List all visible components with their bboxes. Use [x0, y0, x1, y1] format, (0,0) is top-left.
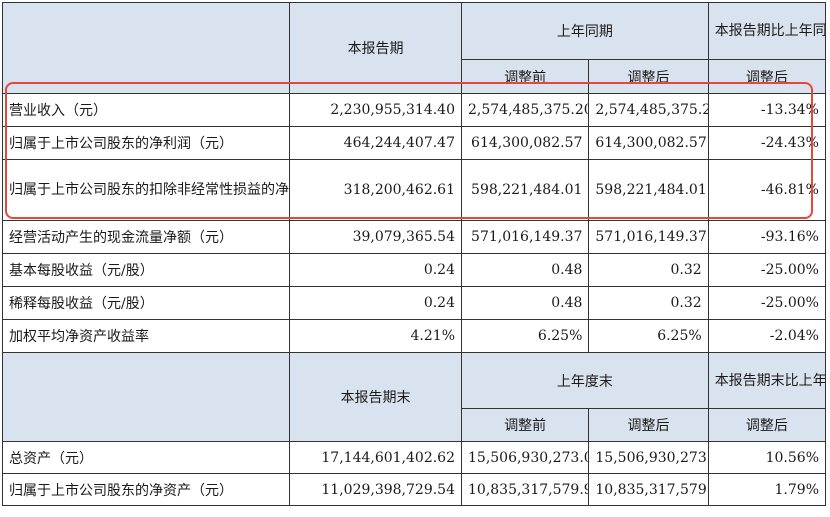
value-change: -46.81% — [707, 159, 827, 221]
row-label: 基本每股收益（元/股） — [1, 253, 291, 287]
header-after-adjust: 调整后 — [588, 59, 709, 94]
header-current-period: 本报告期 — [289, 2, 462, 94]
value-after: 614,300,082.57 — [588, 126, 709, 160]
header-change-sub: 调整后 — [707, 408, 827, 442]
value-current: 318,200,462.61 — [289, 159, 462, 221]
table-row: 归属于上市公司股东的净资产（元） 11,029,398,729.54 10,83… — [1, 473, 827, 506]
value-change: 1.79% — [707, 473, 827, 506]
header-subrow: 调整前 调整后 调整后 — [3, 59, 827, 94]
value-current: 0.24 — [289, 253, 462, 287]
row-label: 归属于上市公司股东的扣除非经常性损益的净利润（元） — [1, 159, 291, 221]
row-label: 经营活动产生的现金流量净额（元） — [1, 220, 291, 254]
header-change: 本报告期比上年同期增减 — [707, 2, 827, 60]
value-after: 0.32 — [588, 253, 709, 287]
value-before: 10,835,317,579.98 — [460, 473, 590, 506]
header-same-period-last-year: 上年同期 — [461, 2, 709, 60]
table-row: 归属于上市公司股东的净利润（元） 464,244,407.47 614,300,… — [1, 126, 827, 160]
value-change: 10.56% — [707, 441, 827, 474]
value-after: 0.32 — [588, 286, 709, 320]
row-label: 稀释每股收益（元/股） — [1, 286, 291, 320]
row-label: 加权平均净资产收益率 — [1, 319, 291, 353]
value-change: -24.43% — [707, 126, 827, 160]
value-change: -25.00% — [707, 286, 827, 320]
value-before: 598,221,484.01 — [460, 159, 590, 221]
row-label: 营业收入（元） — [1, 93, 291, 127]
value-change: -2.04% — [707, 319, 827, 353]
value-before: 15,506,930,273.09 — [460, 441, 590, 474]
table-row: 稀释每股收益（元/股） 0.24 0.48 0.32 -25.00% — [1, 286, 827, 320]
value-change: -13.34% — [707, 93, 827, 127]
table-row: 经营活动产生的现金流量净额（元） 39,079,365.54 571,016,1… — [1, 220, 827, 254]
value-after: 15,506,930,273.09 — [588, 441, 709, 474]
table-row: 营业收入（元） 2,230,955,314.40 2,574,485,375.2… — [1, 93, 827, 127]
value-after: 10,835,317,579.98 — [588, 473, 709, 506]
value-after: 2,574,485,375.20 — [588, 93, 709, 127]
value-change: -25.00% — [707, 253, 827, 287]
value-current: 0.24 — [289, 286, 462, 320]
value-current: 2,230,955,314.40 — [289, 93, 462, 127]
header-row: 本报告期末 上年度末 本报告期末比上年度末增减 — [1, 352, 827, 442]
header-blank-cell — [1, 352, 291, 442]
header-change: 本报告期末比上年度末增减 — [707, 352, 827, 409]
value-current: 17,144,601,402.62 — [289, 441, 462, 474]
table-row: 总资产（元） 17,144,601,402.62 15,506,930,273.… — [1, 441, 827, 474]
value-current: 4.21% — [289, 319, 462, 353]
row-label: 归属于上市公司股东的净利润（元） — [1, 126, 291, 160]
value-current: 39,079,365.54 — [289, 220, 462, 254]
header-last-year-end: 上年度末 — [461, 352, 709, 409]
table-row: 基本每股收益（元/股） 0.24 0.48 0.32 -25.00% — [1, 253, 827, 287]
value-current: 11,029,398,729.54 — [289, 473, 462, 506]
value-before: 2,574,485,375.20 — [460, 93, 590, 127]
value-before: 6.25% — [460, 319, 590, 353]
table-row: 归属于上市公司股东的扣除非经常性损益的净利润（元） 318,200,462.61… — [1, 159, 827, 221]
value-before: 571,016,149.37 — [460, 220, 590, 254]
value-current: 464,244,407.47 — [289, 126, 462, 160]
header-current-period-end: 本报告期末 — [289, 352, 462, 442]
value-after: 6.25% — [588, 319, 709, 353]
table-row: 加权平均净资产收益率 4.21% 6.25% 6.25% -2.04% — [1, 319, 827, 353]
header-before-adjust: 调整前 — [460, 408, 590, 442]
value-after: 571,016,149.37 — [588, 220, 709, 254]
value-before: 0.48 — [460, 253, 590, 287]
value-after: 598,221,484.01 — [588, 159, 709, 221]
row-label: 总资产（元） — [1, 441, 291, 474]
row-label: 归属于上市公司股东的净资产（元） — [1, 473, 291, 506]
header-subrow: 调整前 调整后 调整后 — [3, 408, 827, 442]
header-row: 本报告期 上年同期 本报告期比上年同期增减 — [1, 2, 827, 94]
header-before-adjust: 调整前 — [460, 59, 590, 94]
header-after-adjust: 调整后 — [588, 408, 709, 442]
financial-summary-table: 本报告期 上年同期 本报告期比上年同期增减 调整前 调整后 调整后 营业收入（元… — [1, 2, 827, 506]
value-before: 614,300,082.57 — [460, 126, 590, 160]
header-blank-cell — [1, 2, 291, 94]
value-change: -93.16% — [707, 220, 827, 254]
value-before: 0.48 — [460, 286, 590, 320]
header-change-sub: 调整后 — [707, 59, 827, 94]
